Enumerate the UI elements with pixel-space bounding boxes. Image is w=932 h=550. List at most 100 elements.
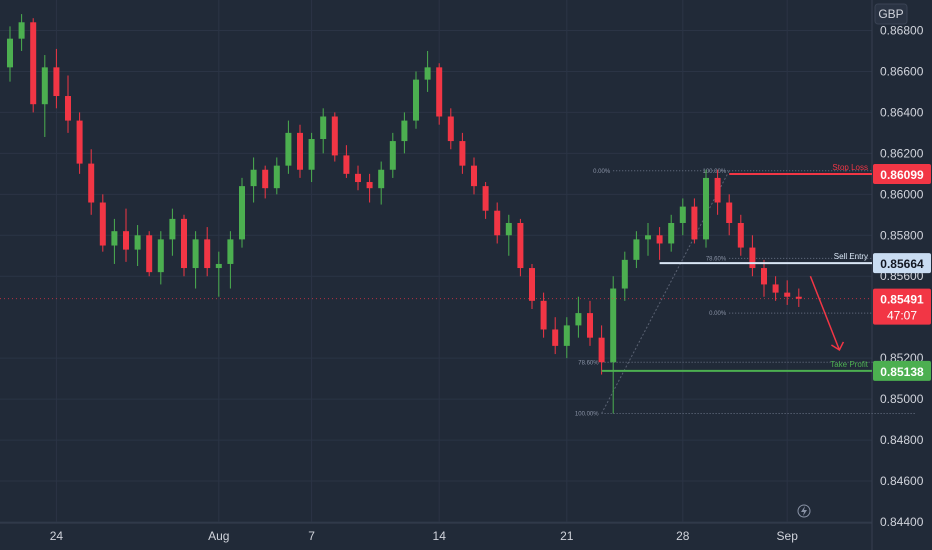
sell-arrow-head bbox=[831, 341, 845, 352]
price-tick-label: 0.84400 bbox=[880, 515, 924, 529]
candle-body bbox=[563, 325, 570, 346]
fib-level-label: 100.00% bbox=[575, 411, 599, 417]
candle-body bbox=[204, 239, 211, 269]
candle-body bbox=[482, 186, 489, 211]
candle-body bbox=[633, 239, 640, 260]
candle-body bbox=[273, 165, 280, 189]
level-price-text: 0.85664 bbox=[880, 257, 924, 271]
candle-body bbox=[343, 155, 350, 174]
candle-body bbox=[784, 292, 791, 297]
candle-body bbox=[691, 206, 698, 240]
price-tick-label: 0.86800 bbox=[880, 23, 924, 37]
candle-body bbox=[656, 235, 663, 244]
candle-body bbox=[65, 96, 71, 121]
candle-body bbox=[76, 120, 83, 164]
candles bbox=[7, 14, 802, 414]
candle-body bbox=[320, 116, 327, 140]
fib-level-label: 78.60% bbox=[706, 256, 727, 262]
time-tick-label: 24 bbox=[50, 529, 64, 543]
candle-body bbox=[146, 235, 153, 273]
candle-body bbox=[157, 239, 164, 273]
candle-body bbox=[88, 163, 95, 203]
current-price-text: 0.85491 bbox=[880, 293, 924, 307]
candle-body bbox=[215, 263, 222, 269]
candle-body bbox=[99, 202, 106, 246]
level-name-label: Take Profit bbox=[830, 360, 869, 369]
price-tick-label: 0.84600 bbox=[880, 474, 924, 488]
candle-body bbox=[285, 132, 292, 166]
candle-body bbox=[598, 337, 605, 363]
level-price-tag[interactable] bbox=[873, 164, 931, 185]
lightning-glyph bbox=[801, 506, 807, 516]
candle-body bbox=[7, 38, 13, 68]
candle-body bbox=[41, 67, 48, 105]
candle-body bbox=[668, 222, 675, 244]
candle-body bbox=[424, 67, 431, 80]
candle-body bbox=[772, 284, 779, 293]
fib-level-label: 0.00% bbox=[709, 311, 727, 317]
candle-body bbox=[679, 206, 686, 223]
time-axis[interactable]: 24 Aug 7 14 21 28 Sep bbox=[50, 529, 798, 543]
countdown-text: 47:07 bbox=[887, 309, 917, 323]
candle-body bbox=[123, 231, 129, 250]
candle-body bbox=[552, 329, 559, 346]
level-name-label: Stop Loss bbox=[832, 163, 868, 172]
price-tick-label: 0.85800 bbox=[880, 228, 924, 242]
candle-body bbox=[621, 259, 628, 289]
time-tick-label: 7 bbox=[308, 529, 315, 543]
price-tick-label: 0.86200 bbox=[880, 146, 924, 160]
candle-body bbox=[575, 313, 582, 326]
candle-body bbox=[181, 218, 187, 269]
fib-level-label: 78.60% bbox=[578, 360, 599, 366]
candle-body bbox=[227, 239, 234, 264]
fibonacci-retracement[interactable]: 0.00% 100.00% 78.60% 0.00% 78.60% 100.00% bbox=[575, 169, 915, 418]
candle-body bbox=[471, 165, 477, 187]
candle-body bbox=[239, 186, 245, 240]
price-tick-label: 0.86000 bbox=[880, 187, 924, 201]
candle-body bbox=[447, 116, 454, 142]
candle-body bbox=[262, 169, 269, 189]
candle-body bbox=[436, 67, 443, 117]
level-price-text: 0.86099 bbox=[880, 168, 924, 182]
price-tick-label: 0.85000 bbox=[880, 392, 924, 406]
price-tick-label: 0.86400 bbox=[880, 105, 924, 119]
candle-body bbox=[761, 268, 767, 285]
candle-body bbox=[749, 247, 756, 269]
candle-body bbox=[517, 222, 524, 269]
price-tick-label: 0.86600 bbox=[880, 64, 924, 78]
currency-box[interactable] bbox=[874, 3, 908, 25]
level-price-text: 0.85138 bbox=[880, 365, 924, 379]
candle-body bbox=[355, 173, 361, 183]
candle-body bbox=[459, 141, 466, 166]
candle-body bbox=[331, 116, 338, 156]
time-tick-label: 28 bbox=[676, 529, 690, 543]
fib-level-label: 100.00% bbox=[703, 169, 727, 175]
current-price-tag[interactable] bbox=[873, 288, 931, 325]
candle-body bbox=[53, 67, 60, 97]
level-name-label: Sell Entry bbox=[834, 252, 868, 261]
candle-body bbox=[297, 132, 303, 170]
candle-body bbox=[18, 22, 25, 39]
candle-body bbox=[529, 268, 535, 301]
fib-level-label: 0.00% bbox=[593, 169, 611, 175]
lightning-icon[interactable] bbox=[797, 504, 811, 518]
level-price-tag[interactable] bbox=[873, 253, 931, 274]
candle-body bbox=[169, 218, 176, 240]
candle-body bbox=[250, 169, 257, 187]
price-axis[interactable]: 0.86800 0.86600 0.86400 0.86200 0.86000 0.858… bbox=[873, 3, 931, 529]
candle-body bbox=[134, 235, 141, 250]
candle-body bbox=[505, 222, 512, 236]
candle-body bbox=[378, 169, 385, 189]
candle-body bbox=[308, 139, 315, 170]
candle-body bbox=[645, 235, 651, 240]
grid bbox=[0, 0, 873, 550]
trade-levels[interactable]: Stop Loss Sell Entry Take Profit bbox=[0, 163, 872, 372]
time-tick-label: Sep bbox=[777, 529, 799, 543]
candle-body bbox=[111, 231, 118, 246]
candle-body bbox=[192, 239, 199, 269]
candle-body bbox=[726, 202, 733, 223]
fib-trend-line bbox=[601, 170, 730, 414]
level-price-tag[interactable] bbox=[873, 360, 931, 381]
